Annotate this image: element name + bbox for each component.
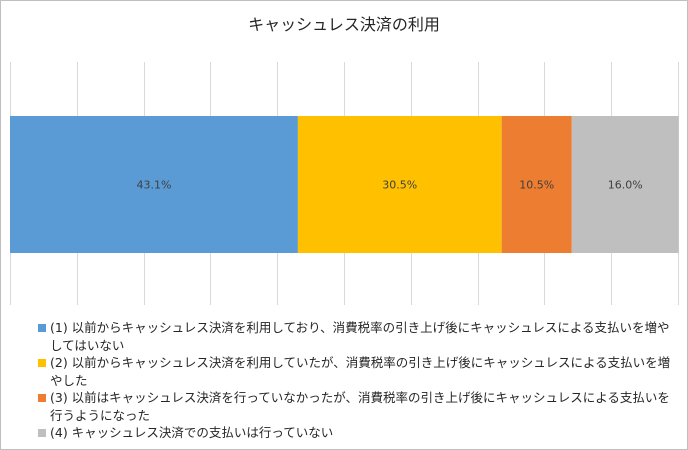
data-label-3: 10.5% bbox=[519, 179, 554, 192]
legend-swatch bbox=[38, 429, 46, 437]
bar-segment-4 bbox=[571, 116, 679, 253]
chart-title: キャッシュレス決済の利用 bbox=[248, 15, 440, 34]
legend-item-2: (2) 以前からキャッシュレス決済を利用していたが、消費税率の引き上げ後にキャッ… bbox=[38, 354, 678, 389]
legend-label: (2) 以前からキャッシュレス決済を利用していたが、消費税率の引き上げ後にキャッ… bbox=[50, 355, 671, 388]
bar-segment-3 bbox=[501, 116, 572, 253]
legend-item-1: (1) 以前からキャッシュレス決済を利用しており、消費税率の引き上げ後にキャッシ… bbox=[38, 319, 678, 354]
legend-item-4: (4) キャッシュレス決済での支払いは行っていない bbox=[38, 424, 678, 442]
legend-label: (4) キャッシュレス決済での支払いは行っていない bbox=[50, 425, 334, 440]
data-label-1: 43.1% bbox=[136, 179, 171, 192]
legend-label: (3) 以前はキャッシュレス決済を行っていなかったが、消費税率の引き上げ後にキャ… bbox=[50, 390, 670, 423]
bar-segment-1 bbox=[10, 116, 298, 253]
legend-swatch bbox=[38, 324, 46, 332]
legend-swatch bbox=[38, 394, 46, 402]
legend-swatch bbox=[38, 359, 46, 367]
data-label-4: 16.0% bbox=[608, 179, 643, 192]
bar-segment-2 bbox=[297, 116, 502, 253]
legend-label: (1) 以前からキャッシュレス決済を利用しており、消費税率の引き上げ後にキャッシ… bbox=[50, 320, 670, 353]
data-label-2: 30.5% bbox=[382, 179, 417, 192]
legend: (1) 以前からキャッシュレス決済を利用しており、消費税率の引き上げ後にキャッシ… bbox=[38, 319, 678, 442]
legend-item-3: (3) 以前はキャッシュレス決済を行っていなかったが、消費税率の引き上げ後にキャ… bbox=[38, 389, 678, 424]
